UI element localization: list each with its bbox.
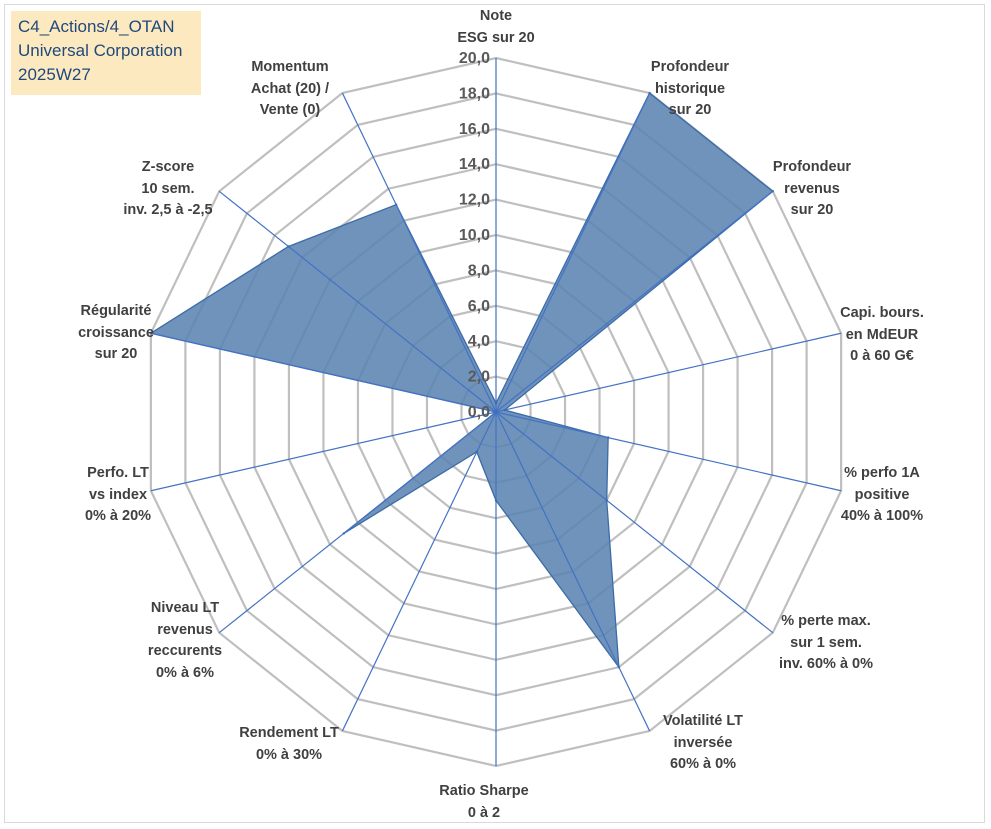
axis-label-line: Régularité (80, 303, 152, 319)
r-tick-label: 0,0 (468, 404, 490, 421)
data-point (503, 408, 506, 412)
axis-label-line: Rendement LT (239, 725, 339, 741)
axis-label-line: Profondeur (772, 159, 852, 175)
title-line-2: Universal Corporation (18, 41, 183, 60)
axis-label-line: Ratio Sharpe (439, 783, 529, 799)
axis-label-line: 0% à 20% (84, 508, 152, 524)
data-point (287, 245, 290, 248)
axis-label-line: inv. 60% à 0% (778, 656, 874, 672)
axis-label: % perfo 1A positive 40% à 100% (841, 463, 923, 528)
axis-label-line: % perte max. (781, 613, 871, 629)
data-point (771, 190, 774, 193)
axis-label-line: Momentum (251, 59, 329, 75)
axis-label-line: croissance (78, 324, 154, 341)
axis-label-line: Vente (0) (259, 102, 321, 118)
data-point (648, 91, 651, 95)
axis-label-line: sur 20 (668, 102, 712, 118)
axis-label-line: historique (654, 80, 726, 97)
axis-label-line: Z-score (141, 159, 195, 175)
axis-spoke (495, 92, 651, 413)
data-point (494, 410, 498, 414)
axis-spoke (495, 190, 774, 413)
title-line-3: 2025W27 (18, 65, 91, 84)
data-point (606, 436, 610, 439)
axis-label-line: inversée (673, 734, 733, 751)
axis-label-line: positive (854, 486, 910, 503)
axis-label: Perfo. LT vs index 0% à 20% (85, 463, 151, 528)
axis-spoke (218, 190, 497, 413)
axis-spoke (218, 411, 497, 634)
r-tick-label: 14,0 (459, 156, 490, 173)
axis-label-line: % perfo 1A (844, 465, 920, 481)
axis-label: Profondeur historique sur 20 (651, 57, 729, 122)
r-tick-label: 12,0 (459, 192, 490, 209)
axis-label: Régularité croissance sur 20 (78, 301, 154, 366)
axis-label-line: sur 20 (94, 346, 138, 362)
axis-spoke (495, 411, 774, 634)
r-tick-label: 6,0 (468, 298, 490, 315)
chart-title-box: C4_Actions/4_OTAN Universal Corporation … (11, 11, 201, 95)
axis-spoke (150, 411, 497, 492)
axis-label-line: 40% à 100% (840, 508, 924, 524)
axis-label-line: revenus (157, 621, 213, 638)
axis-label-line: 0% à 30% (255, 746, 323, 763)
axis-label-line: 0 à 2 (467, 804, 501, 821)
axis-label: Rendement LT 0% à 30% (239, 723, 339, 766)
axis-label: Ratio Sharpe 0 à 2 (439, 781, 528, 824)
data-point (394, 203, 398, 206)
axis-label-line: 0% à 6% (155, 664, 215, 681)
axis-label-line: Volatilité LT (662, 713, 744, 729)
axis-label: % perte max. sur 1 sem. inv. 60% à 0% (779, 611, 873, 676)
axis-label-line: Achat (20) / (250, 80, 330, 97)
axis-spoke (495, 332, 842, 413)
data-point (617, 665, 621, 669)
data-point (475, 450, 479, 454)
axis-label-line: revenus (784, 180, 840, 197)
axis-label-line: Capi. bours. (840, 305, 924, 321)
axis-label-line: en MdEUR (845, 326, 919, 343)
axis-label: Volatilité LT inversée 60% à 0% (663, 711, 743, 776)
r-tick-label: 2,0 (468, 369, 490, 386)
axis-label-line: Niveau LT (150, 600, 220, 616)
data-point (342, 532, 345, 535)
r-tick-label: 18,0 (459, 85, 490, 102)
r-tick-label: 4,0 (468, 333, 490, 350)
axis-label: Z-score 10 sem. inv. 2,5 à -2,5 (123, 157, 212, 222)
axis-label-line: 60% à 0% (669, 756, 737, 772)
data-point (605, 499, 608, 502)
r-tick-label: 20,0 (459, 50, 490, 67)
axis-spoke (495, 411, 842, 492)
r-tick-label: 10,0 (459, 227, 490, 244)
data-point (149, 332, 153, 335)
axis-spoke (495, 411, 651, 732)
axis-label: Momentum Achat (20) / Vente (0) (251, 57, 329, 122)
axis-label-line: Note (479, 8, 513, 24)
axis-label: Capi. bours. en MdEUR 0 à 60 G€ (840, 303, 924, 368)
r-tick-label: 16,0 (459, 121, 490, 138)
axis-label-line: sur 1 sem. (790, 634, 862, 651)
axis-label: Note ESG sur 20 (457, 6, 534, 49)
axis-label: Profondeur revenus sur 20 (773, 157, 851, 222)
data-point (494, 401, 498, 405)
axis-label-line: sur 20 (790, 202, 834, 218)
axis-label-line: reccurents (147, 643, 223, 659)
axis-label-line: Profondeur (650, 59, 730, 75)
r-tick-label: 8,0 (468, 262, 490, 279)
axis-label-line: vs index (88, 486, 148, 503)
axis-label-line: 0 à 60 G€ (850, 348, 914, 364)
axis-spoke (341, 411, 497, 732)
axis-label-line: 10 sem. (141, 180, 195, 197)
axis-label-line: inv. 2,5 à -2,5 (123, 202, 213, 218)
axis-label-line: Perfo. LT (87, 465, 149, 481)
axis-label-line: ESG sur 20 (457, 29, 535, 46)
title-line-1: C4_Actions/4_OTAN (18, 17, 175, 36)
data-point (494, 499, 498, 502)
axis-spoke (150, 332, 497, 413)
axis-spoke (341, 92, 497, 413)
axis-label: Niveau LT revenus reccurents 0% à 6% (148, 598, 222, 684)
